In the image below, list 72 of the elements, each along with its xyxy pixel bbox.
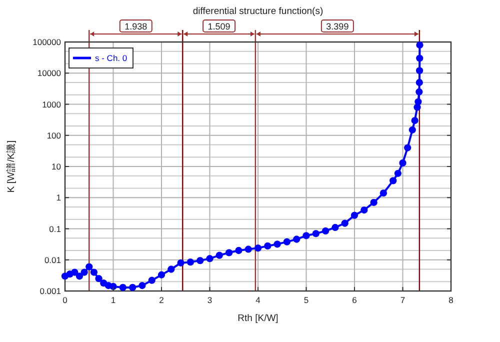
point [416, 78, 423, 86]
y-tick-label: 10000 [37, 68, 62, 78]
point [76, 272, 84, 280]
point [416, 67, 424, 74]
point [90, 268, 98, 276]
x-tick-label: 2 [159, 295, 164, 305]
y-tick-label: 100000 [32, 37, 62, 47]
point [370, 198, 378, 206]
point [380, 190, 388, 197]
point [148, 276, 156, 284]
y-tick-label: 10 [52, 162, 62, 172]
y-tick-label: 0.001 [40, 286, 62, 296]
point [404, 144, 412, 152]
point [274, 240, 281, 248]
point [390, 177, 397, 184]
point [244, 246, 252, 253]
chart-title: differential structure function(s) [192, 6, 324, 17]
x-tick-label: 1 [110, 295, 116, 305]
x-tick-label: 3 [207, 295, 212, 305]
point [416, 54, 424, 62]
point [411, 116, 418, 124]
x-tick-label: 5 [304, 295, 309, 305]
point [264, 242, 272, 250]
point [216, 252, 223, 259]
point [293, 236, 300, 243]
point [408, 126, 416, 134]
point [302, 232, 310, 240]
point [399, 159, 406, 167]
point [119, 284, 126, 292]
point [225, 249, 233, 256]
point [416, 41, 424, 49]
point [128, 284, 136, 292]
y-axis-title: K [W譜/K譏] [5, 140, 17, 193]
point [360, 206, 368, 214]
point [394, 170, 402, 177]
point [341, 220, 348, 227]
x-tick-label: 8 [448, 295, 454, 305]
point [206, 255, 214, 262]
point [158, 271, 166, 278]
point [86, 263, 93, 270]
x-tick-label: 4 [256, 295, 261, 305]
x-tick-label: 7 [400, 295, 406, 305]
point [168, 266, 175, 273]
point [186, 258, 194, 266]
point [312, 230, 320, 238]
y-tick-label: 0.1 [49, 224, 62, 234]
legend-label: s - Ch. 0 [95, 53, 128, 63]
x-tick-label: 0 [62, 295, 68, 305]
point [95, 275, 102, 282]
point [196, 257, 204, 264]
text: 1.938 [124, 22, 148, 32]
x-tick-label: 6 [352, 295, 358, 305]
y-tick-label: 0.01 [44, 254, 62, 265]
y-tick-label: 1000 [42, 99, 62, 110]
text: 3.399 [326, 22, 349, 32]
point [110, 282, 117, 290]
point [350, 212, 358, 219]
y-tick-label: 100 [46, 130, 62, 140]
point [80, 268, 88, 276]
y-tick-label: 1 [56, 192, 62, 203]
point [235, 246, 242, 254]
point [71, 268, 78, 276]
point [283, 238, 291, 246]
point [254, 244, 262, 252]
point [322, 227, 330, 235]
point [177, 259, 184, 266]
text: 1.509 [208, 22, 230, 32]
point [138, 282, 146, 290]
point [416, 88, 423, 96]
point [332, 224, 339, 232]
x-axis-title: Rth [K/W] [238, 313, 278, 324]
point [414, 98, 422, 106]
